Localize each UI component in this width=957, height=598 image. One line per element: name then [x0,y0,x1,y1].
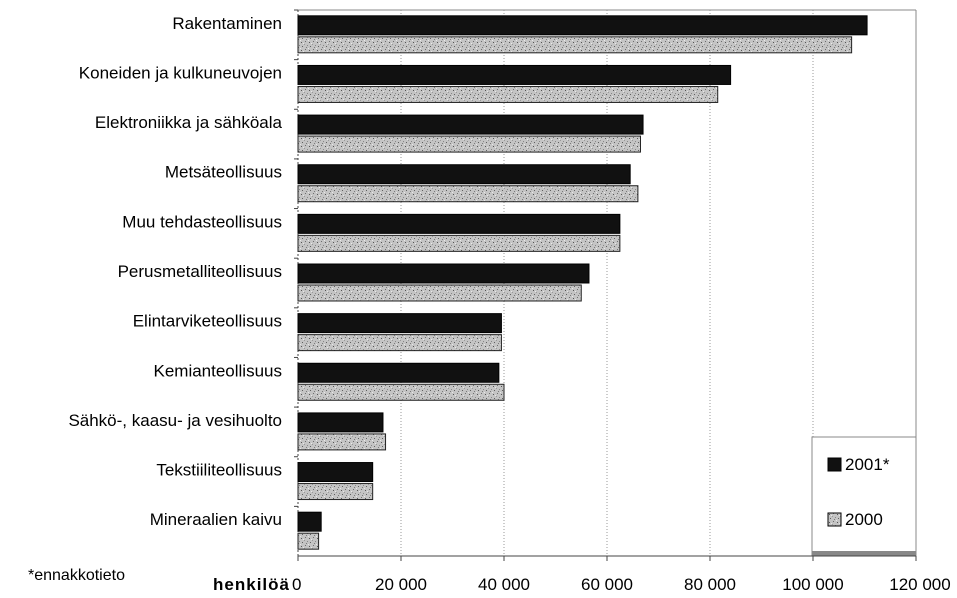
legend-shadow [812,551,916,555]
bar-2000 [297,85,719,103]
bar-2000 [297,483,374,501]
bar-2000 [297,234,621,252]
x-tick-label: 40 000 [478,575,530,594]
bar-2000 [297,36,853,54]
bar-2001 [297,412,384,433]
bar-2001 [297,263,590,284]
category-label: Perusmetalliteollisuus [118,262,282,281]
category-label: Kemianteollisuus [153,361,282,380]
legend-label-2000: 2000 [845,510,883,529]
legend-swatch-2000 [827,512,842,527]
bar-2000 [297,532,320,550]
bar-2001 [297,15,868,36]
footnote: *ennakkotieto [28,567,125,584]
legend: 2001* 2000 [811,436,917,556]
bars [294,9,868,550]
bar-2000 [297,135,641,153]
category-label: Elintarviketeollisuus [133,312,282,331]
category-labels: Rakentaminen Koneiden ja kulkuneuvojen Ele… [68,14,282,529]
category-label: Metsäteollisuus [165,163,282,182]
x-tick-label: 100 000 [782,575,843,594]
category-label: Elektroniikka ja sähköala [95,113,283,132]
bar-2001 [297,313,502,334]
bar-2001 [297,213,621,234]
x-tick-label: 20 000 [375,575,427,594]
legend-swatch-2001 [827,457,842,472]
category-label: Muu tehdasteollisuus [122,212,282,231]
x-tick-label: 80 000 [684,575,736,594]
bar-2000 [297,284,582,302]
bar-2000 [297,433,387,451]
category-label: Sähkö-, kaasu- ja vesihuolto [68,411,282,430]
category-label: Rakentaminen [172,14,282,33]
legend-label-2001: 2001* [845,455,890,474]
category-label: Koneiden ja kulkuneuvojen [79,63,282,82]
x-tick-label: 60 000 [581,575,633,594]
bar-2001 [297,114,644,135]
bar-2001 [297,511,322,532]
bar-2001 [297,64,732,85]
x-tick-label: 120 000 [889,575,950,594]
x-tick-labels: 0 20 000 40 000 60 000 80 000 100 000 120 000 [292,556,951,594]
bar-2001 [297,164,631,185]
category-label: Tekstiiliteollisuus [156,461,282,480]
legend-box [811,436,917,556]
bar-2000 [297,185,639,203]
bar-2000 [297,383,505,401]
x-axis-unit-label: henkilöä [213,575,290,594]
x-tick-label: 0 [292,575,301,594]
bar-2001 [297,362,500,383]
bar-2000 [297,334,502,352]
category-label: Mineraalien kaivu [150,510,282,529]
bar-2001 [297,462,374,483]
